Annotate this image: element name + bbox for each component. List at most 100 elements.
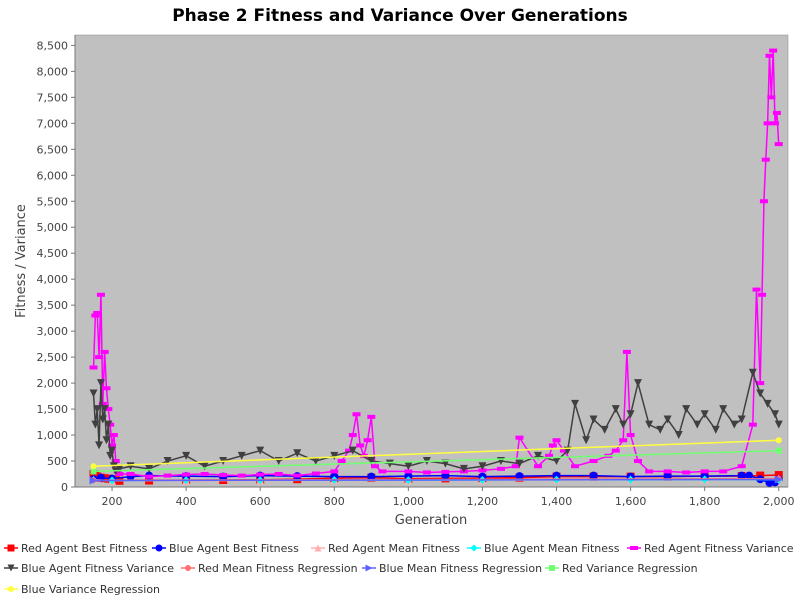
data-point (589, 471, 598, 480)
data-point (693, 420, 702, 429)
data-point (559, 448, 568, 453)
data-point (611, 448, 620, 453)
legend-item-blue-agent-fitness-variance[interactable]: Blue Agent Fitness Variance (4, 562, 174, 575)
data-point (589, 459, 598, 464)
legend-item-red-agent-best-fitness[interactable]: Red Agent Best Fitness (4, 542, 148, 555)
data-point (745, 471, 754, 480)
data-point (763, 121, 772, 126)
data-point (771, 410, 780, 419)
data-point (96, 379, 105, 388)
data-point (422, 470, 431, 475)
data-point (108, 443, 117, 448)
data-point (759, 199, 768, 204)
data-point (96, 292, 105, 297)
data-point (237, 473, 246, 478)
data-point (533, 451, 542, 460)
data-point (182, 451, 191, 460)
data-point (730, 420, 739, 429)
legend-label: Red Variance Regression (562, 562, 698, 575)
data-point (496, 466, 505, 471)
y-tick-label: 2,500 (37, 351, 69, 364)
x-tick-label: 2,000 (763, 495, 795, 508)
data-point (719, 469, 728, 474)
legend-item-blue-variance-regression[interactable]: Blue Variance Regression (4, 583, 160, 596)
legend-item-blue-agent-best-fitness[interactable]: Blue Agent Best Fitness (152, 542, 299, 555)
x-tick-label: 600 (250, 495, 271, 508)
data-point (219, 473, 228, 478)
data-point (367, 414, 376, 419)
series-blue-variance-regression (90, 437, 782, 470)
data-point (102, 436, 111, 445)
data-point (200, 462, 209, 471)
data-point (93, 310, 102, 315)
data-point (663, 469, 672, 474)
data-point (767, 95, 776, 100)
data-point (663, 472, 672, 481)
data-point (533, 464, 542, 469)
x-tick-label: 400 (176, 495, 197, 508)
data-point (552, 471, 561, 480)
data-point (674, 431, 683, 440)
data-point (761, 157, 770, 162)
data-point (589, 415, 598, 424)
data-point (775, 437, 782, 444)
legend-item-blue-agent-mean-fitness[interactable]: Blue Agent Mean Fitness (467, 542, 620, 555)
data-point (293, 473, 302, 478)
data-point (511, 464, 520, 469)
legend-label: Blue Agent Mean Fitness (484, 542, 620, 555)
y-tick-label: 0 (61, 481, 68, 494)
legend-label: Blue Agent Fitness Variance (21, 562, 174, 575)
data-point (182, 472, 191, 477)
data-point (633, 379, 642, 388)
chart-title: Phase 2 Fitness and Variance Over Genera… (172, 6, 628, 26)
legend: Red Agent Best Fitness Blue Agent Best Fi… (4, 542, 794, 596)
data-point (626, 410, 635, 419)
legend-item-red-mean-fitness-regression[interactable]: Red Mean Fitness Regression (181, 562, 358, 575)
data-point (619, 420, 628, 429)
x-tick-label: 800 (324, 495, 345, 508)
legend-item-blue-mean-fitness-regression[interactable]: Blue Mean Fitness Regression (362, 562, 542, 575)
y-tick-label: 6,500 (37, 143, 69, 156)
data-point (571, 399, 580, 408)
data-point (645, 469, 654, 474)
data-point (145, 464, 154, 473)
data-point (91, 313, 100, 318)
series-line (93, 439, 779, 467)
data-point (682, 470, 691, 475)
data-point (626, 433, 635, 438)
y-tick-label: 5,500 (37, 195, 69, 208)
data-point (104, 407, 113, 412)
data-point (515, 435, 524, 440)
data-point (89, 476, 98, 485)
data-point (663, 415, 672, 424)
data-point (633, 459, 642, 464)
legend-swatch-marker (155, 544, 163, 552)
data-point (256, 446, 265, 455)
data-point (115, 464, 124, 473)
legend-item-red-variance-regression[interactable]: Red Variance Regression (545, 562, 698, 575)
legend-item-red-agent-mean-fitness[interactable]: Red Agent Mean Fitness (311, 542, 460, 555)
data-point (90, 468, 97, 475)
legend-swatch-marker (365, 564, 373, 572)
data-point (330, 451, 339, 460)
data-point (771, 121, 780, 126)
data-point (441, 459, 450, 468)
data-point (552, 438, 561, 443)
y-tick-label: 2,000 (37, 377, 69, 390)
data-point (515, 459, 524, 468)
legend-item-red-agent-fitness-variance[interactable]: Red Agent Fitness Variance (627, 542, 794, 555)
data-point (700, 410, 709, 419)
data-point (748, 422, 757, 427)
legend-swatch-marker (7, 564, 15, 572)
data-point (774, 475, 783, 484)
data-point (756, 389, 765, 398)
legend-label: Red Agent Best Fitness (21, 542, 148, 555)
legend-label: Blue Variance Regression (21, 583, 160, 596)
data-point (111, 459, 120, 464)
x-tick-label: 1,200 (467, 495, 499, 508)
legend-swatch-marker (314, 544, 322, 552)
legend-label: Red Agent Fitness Variance (644, 542, 794, 555)
data-point (371, 464, 380, 469)
data-point (98, 415, 107, 424)
